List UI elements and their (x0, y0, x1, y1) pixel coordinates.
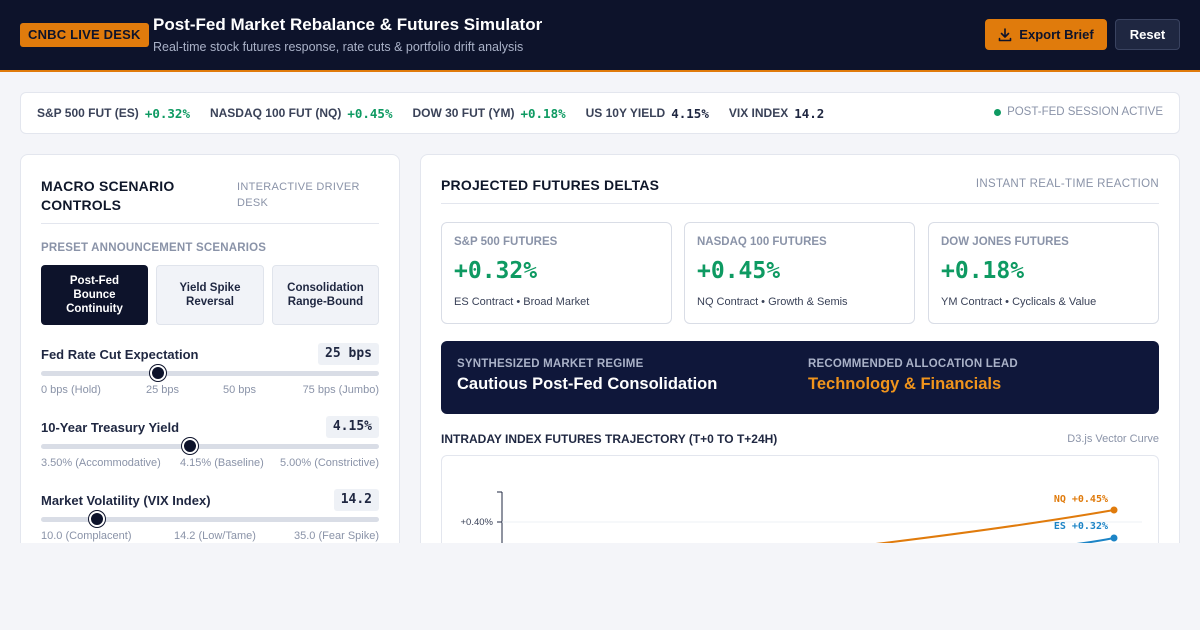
rate-cut-label: Fed Rate Cut Expectation (41, 347, 199, 362)
scale-label: 3.50% (Accommodative) (41, 457, 161, 469)
session-status-label: POST-FED SESSION ACTIVE (1007, 106, 1163, 118)
ticker-value: +0.32% (144, 105, 190, 121)
nq-end-point (1110, 506, 1118, 514)
ticker-label: NASDAQ 100 FUT (NQ) (209, 106, 342, 120)
regime-value: Cautious Post-Fed Consolidation (457, 375, 718, 393)
preset-label: Yield Spike Reversal (179, 282, 241, 308)
ticker-item: VIX INDEX 14.2 (729, 106, 824, 121)
page-title: Post-Fed Market Rebalance & Futures Simu… (153, 15, 543, 34)
page-background (0, 543, 1200, 630)
ticker-value: +0.45% (347, 105, 393, 121)
download-icon (998, 27, 1012, 41)
regime-label: SYNTHESIZED MARKET REGIME (457, 358, 644, 370)
preset-consolidation[interactable]: Consolidation Range-Bound (272, 265, 379, 325)
card-value: +0.45% (697, 258, 781, 284)
card-label: NASDAQ 100 FUTURES (697, 236, 827, 248)
rate-cut-slider[interactable] (41, 365, 379, 381)
trajectory-chart-svg: +0.40% NQ +0.45% ES +0.32% (461, 491, 1142, 553)
scale-label: 10.0 (Complacent) (41, 530, 132, 542)
card-subtitle: NQ Contract • Growth & Semis (697, 296, 848, 308)
vix-value: 14.2 (333, 489, 379, 511)
card-subtitle: YM Contract • Cyclicals & Value (941, 296, 1097, 308)
card-subtitle: ES Contract • Broad Market (454, 296, 590, 308)
presets-label: PRESET ANNOUNCEMENT SCENARIOS (41, 242, 267, 254)
card-label: DOW JONES FUTURES (941, 236, 1069, 248)
market-regime-banner: SYNTHESIZED MARKET REGIME Cautious Post-… (441, 341, 1159, 414)
preset-yield-spike[interactable]: Yield Spike Reversal (156, 265, 264, 325)
chart-tag: D3.js Vector Curve (1067, 433, 1159, 445)
reset-button[interactable]: Reset (1115, 19, 1180, 50)
ticker-item: US 10Y YIELD 4.15% (586, 106, 709, 121)
export-brief-label: Export Brief (1019, 27, 1094, 42)
treasury-yield-value: 4.15% (325, 416, 379, 438)
es-end-label: ES +0.32% (1054, 521, 1108, 532)
ticker-label: US 10Y YIELD (585, 106, 666, 120)
scale-label: 35.0 (Fear Spike) (294, 530, 379, 542)
live-desk-badge: CNBC LIVE DESK (20, 23, 149, 47)
scale-label: 14.2 (Low/Tame) (174, 530, 256, 542)
scale-label: 50 bps (223, 384, 257, 396)
scale-label: 75 bps (Jumbo) (302, 384, 379, 396)
preset-label: Consolidation Range-Bound (287, 282, 364, 308)
treasury-yield-slider-thumb[interactable] (181, 438, 198, 454)
allocation-value: Technology & Financials (808, 375, 1002, 393)
dow-card: DOW JONES FUTURES +0.18% YM Contract • C… (928, 222, 1159, 324)
rate-cut-value: 25 bps (318, 343, 379, 365)
rate-cut-slider-thumb[interactable] (149, 365, 166, 381)
futures-deltas-panel: PROJECTED FUTURES DELTAS INSTANT REAL-TI… (420, 154, 1180, 554)
controls-title: MACRO SCENARIO CONTROLS (41, 178, 175, 213)
scale-label: 0 bps (Hold) (41, 384, 101, 396)
es-end-point (1110, 534, 1118, 542)
chart-title: INTRADAY INDEX FUTURES TRAJECTORY (T+0 T… (441, 432, 778, 446)
nasdaq-card: NASDAQ 100 FUTURES +0.45% NQ Contract • … (684, 222, 915, 324)
deltas-title: PROJECTED FUTURES DELTAS (441, 177, 660, 193)
ticker-value: +0.18% (520, 105, 566, 121)
controls-tag: INTERACTIVE DRIVER DESK (237, 181, 360, 209)
ticker-item: NASDAQ 100 FUT (NQ) +0.45% (210, 106, 393, 121)
preset-post-fed-bounce[interactable]: Post-Fed Bounce Continuity (41, 265, 148, 325)
card-value: +0.18% (941, 258, 1025, 284)
ticker-label: VIX INDEX (728, 106, 789, 120)
page-subtitle: Real-time stock futures response, rate c… (153, 40, 524, 54)
ticker-item: DOW 30 FUT (YM) +0.18% (412, 106, 565, 121)
ticker-item: S&P 500 FUT (ES) +0.32% (37, 106, 190, 121)
trajectory-chart: +0.40% NQ +0.45% ES +0.32% (441, 455, 1159, 553)
preset-label: Post-Fed Bounce Continuity (66, 275, 123, 315)
deltas-tag: INSTANT REAL-TIME REACTION (975, 178, 1159, 190)
treasury-yield-label: 10-Year Treasury Yield (41, 420, 180, 435)
vix-slider[interactable] (41, 511, 379, 527)
scenario-controls-panel: MACRO SCENARIO CONTROLS INTERACTIVE DRIV… (20, 154, 400, 554)
ticker-label: DOW 30 FUT (YM) (412, 106, 515, 120)
treasury-yield-slider[interactable] (41, 438, 379, 454)
ticker-label: S&P 500 FUT (ES) (37, 106, 139, 120)
card-value: +0.32% (454, 258, 538, 284)
vix-slider-thumb[interactable] (88, 511, 105, 527)
y-tick-label: +0.40% (461, 517, 494, 528)
nq-end-label: NQ +0.45% (1054, 494, 1108, 505)
allocation-label: RECOMMENDED ALLOCATION LEAD (808, 358, 1018, 370)
card-label: S&P 500 FUTURES (454, 236, 558, 248)
ticker-value: 14.2 (794, 105, 825, 121)
scale-label: 5.00% (Constrictive) (279, 457, 379, 469)
vix-label: Market Volatility (VIX Index) (41, 493, 211, 508)
session-status: POST-FED SESSION ACTIVE (994, 106, 1163, 118)
app-header: CNBC LIVE DESK Post-Fed Market Rebalance… (0, 0, 1200, 72)
ticker-bar: S&P 500 FUT (ES) +0.32% NASDAQ 100 FUT (… (20, 92, 1180, 134)
scale-label: 25 bps (146, 384, 180, 396)
live-dot-icon (994, 108, 1002, 116)
divider (441, 203, 1159, 204)
divider (41, 223, 379, 224)
sp500-card: S&P 500 FUTURES +0.32% ES Contract • Bro… (441, 222, 672, 324)
export-brief-button[interactable]: Export Brief (985, 19, 1107, 50)
scale-label: 4.15% (Baseline) (180, 457, 264, 469)
ticker-value: 4.15% (671, 105, 709, 121)
